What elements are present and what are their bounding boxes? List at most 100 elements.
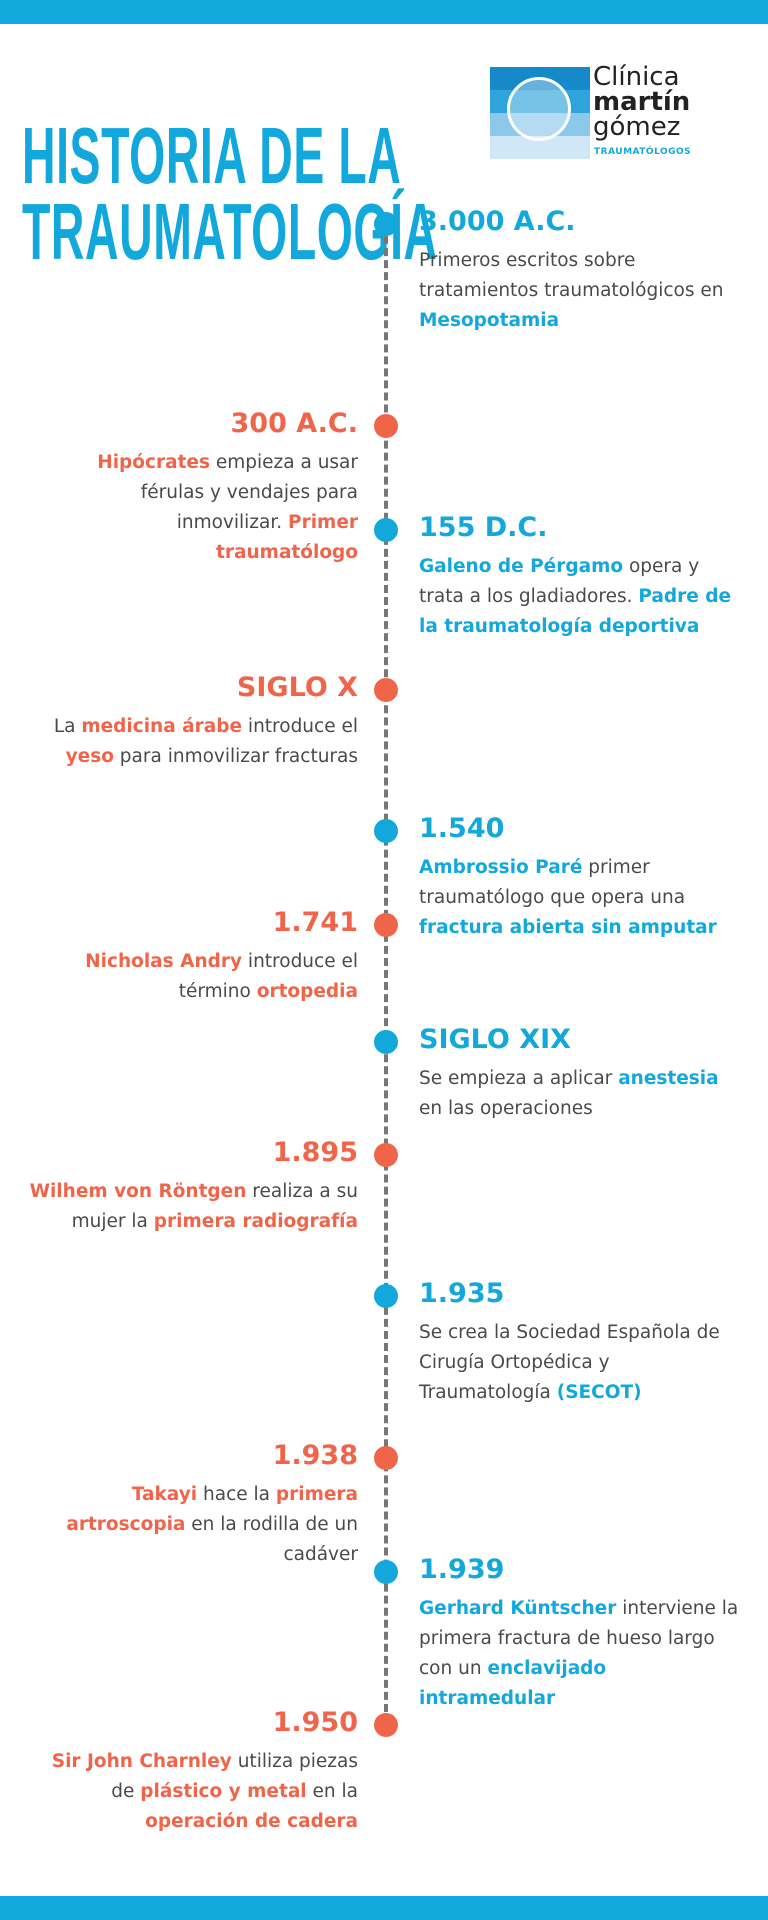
highlight-text: Hipócrates [97, 452, 210, 473]
timeline-event: 1.741 Nicholas Andry introduce el término … [10, 905, 358, 1007]
timeline-event: 3.000 A.C. Primeros escritos sobre tratami… [419, 204, 759, 336]
event-description: Se crea la Sociedad Española de Cirugía O… [419, 1318, 759, 1408]
timeline-event: 155 D.C. Galeno de Pérgamo opera y trata a… [419, 510, 759, 642]
clinic-logo: Clínica martín gómez TRAUMATÓLOGOS [490, 62, 730, 162]
logo-mark [490, 67, 590, 159]
highlight-text: Takayi [131, 1484, 198, 1505]
text-segment: realiza a su [246, 1181, 358, 1202]
highlight-text: yeso [65, 746, 114, 767]
event-description: Sir John Charnley utiliza piezas de plást… [10, 1747, 358, 1837]
text-segment: trata a los gladiadores. [419, 586, 639, 607]
event-year: 1.950 [272, 1707, 358, 1738]
timeline-dot [374, 212, 398, 236]
timeline-event: 1.540 Ambrossio Paré primer traumatólogo q… [419, 811, 759, 943]
text-segment: para inmovilizar fracturas [113, 746, 358, 767]
timeline-event: 1.938 Takayi hace la primera artroscopia e… [10, 1438, 358, 1570]
highlight-text: Padre de [638, 586, 732, 607]
event-description: Takayi hace la primera artroscopia en la … [10, 1480, 358, 1570]
highlight-text: la traumatología deportiva [419, 616, 700, 637]
text-segment: en la rodilla de un [185, 1514, 358, 1535]
event-year: 155 D.C. [419, 512, 548, 543]
highlight-text: Galeno de Pérgamo [419, 556, 624, 577]
timeline-dot [374, 1030, 398, 1054]
event-year: 1.741 [272, 907, 358, 938]
text-segment: en las operaciones [419, 1098, 593, 1119]
event-description: La medicina árabe introduce el yeso para … [10, 712, 358, 772]
text-segment: Se crea la Sociedad Española de [419, 1322, 720, 1343]
event-description: Ambrossio Paré primer traumatólogo que op… [419, 853, 759, 943]
text-segment: traumatólogo que opera una [419, 887, 686, 908]
text-segment: Cirugía Ortopédica y [419, 1352, 610, 1373]
text-segment: en la [306, 1781, 358, 1802]
timeline-event: 1.950 Sir John Charnley utiliza piezas de … [10, 1705, 358, 1837]
text-segment: empieza a usar [210, 452, 358, 473]
text-segment: inmovilizar. [176, 512, 289, 533]
text-segment: interviene la [616, 1598, 739, 1619]
event-year: SIGLO X [236, 672, 358, 703]
timeline-dot [374, 1446, 398, 1470]
timeline-dot [374, 1284, 398, 1308]
text-segment: tratamientos traumatológicos en [419, 280, 724, 301]
text-segment: término [178, 981, 257, 1002]
text-segment: opera y [623, 556, 700, 577]
timeline-dot [374, 1143, 398, 1167]
timeline-line [384, 224, 388, 1724]
text-segment: cadáver [283, 1544, 358, 1565]
text-segment: Primeros escritos sobre [419, 250, 636, 271]
logo-subtitle: TRAUMATÓLOGOS [594, 147, 692, 157]
event-year: 300 A.C. [230, 408, 359, 439]
highlight-text: ortopedia [256, 981, 358, 1002]
highlight-text: Nicholas Andry [85, 951, 243, 972]
highlight-text: medicina árabe [81, 716, 243, 737]
text-segment: primer [582, 857, 650, 878]
highlight-text: Wilhem von Röntgen [29, 1181, 247, 1202]
highlight-text: (SECOT) [556, 1382, 642, 1403]
timeline-dot [374, 678, 398, 702]
event-description: Primeros escritos sobre tratamientos trau… [419, 246, 759, 336]
top-bar [0, 0, 768, 24]
text-segment: primera fractura de hueso largo [419, 1628, 715, 1649]
event-description: Hipócrates empieza a usar férulas y venda… [10, 448, 358, 568]
timeline-dot [374, 913, 398, 937]
timeline-dot [374, 1713, 398, 1737]
event-year: 1.895 [272, 1137, 358, 1168]
timeline-dot [374, 518, 398, 542]
highlight-text: operación de cadera [145, 1811, 358, 1832]
title-line-2: TRAUMATOLOGÍA [22, 187, 438, 276]
timeline-dot [374, 414, 398, 438]
highlight-text: fractura abierta sin amputar [419, 917, 717, 938]
page-title: HISTORIA DE LA TRAUMATOLOGÍA [22, 111, 438, 276]
event-description: Galeno de Pérgamo opera y trata a los gla… [419, 552, 759, 642]
highlight-text: enclavijado [487, 1658, 607, 1679]
text-segment: mujer la [71, 1211, 154, 1232]
highlight-text: artroscopia [66, 1514, 186, 1535]
text-segment: Se empieza a aplicar [419, 1068, 619, 1089]
timeline-event: 1.935 Se crea la Sociedad Española de Ciru… [419, 1276, 759, 1408]
event-year: 1.938 [272, 1440, 358, 1471]
bottom-bar [0, 1896, 768, 1920]
text-segment: La [53, 716, 82, 737]
event-year: 1.540 [419, 813, 505, 844]
text-segment: de [111, 1781, 141, 1802]
text-segment: férulas y vendajes para [140, 482, 358, 503]
text-segment: utiliza piezas [231, 1751, 358, 1772]
logo-line-2: martín [593, 87, 691, 117]
timeline-event: 1.939 Gerhard Küntscher interviene la prim… [419, 1552, 759, 1714]
event-year: 1.935 [419, 1278, 505, 1309]
logo-line-3: gómez [593, 112, 681, 142]
highlight-text: plástico y metal [140, 1781, 307, 1802]
highlight-text: Gerhard Küntscher [419, 1598, 617, 1619]
text-segment: con un [419, 1658, 488, 1679]
event-year: 1.939 [419, 1554, 505, 1585]
timeline-event: 300 A.C. Hipócrates empieza a usar férulas… [10, 406, 358, 568]
event-description: Nicholas Andry introduce el término ortop… [10, 947, 358, 1007]
timeline-dot [374, 1560, 398, 1584]
event-year: 3.000 A.C. [419, 206, 576, 237]
highlight-text: primera [275, 1484, 358, 1505]
highlight-text: Mesopotamia [419, 310, 560, 331]
logo-line-1: Clínica [593, 62, 680, 92]
timeline-event: SIGLO XIX Se empieza a aplicar anestesia e… [419, 1022, 759, 1124]
text-segment: hace la [197, 1484, 276, 1505]
title-line-1: HISTORIA DE LA [22, 111, 402, 200]
event-year: SIGLO XIX [419, 1024, 571, 1055]
